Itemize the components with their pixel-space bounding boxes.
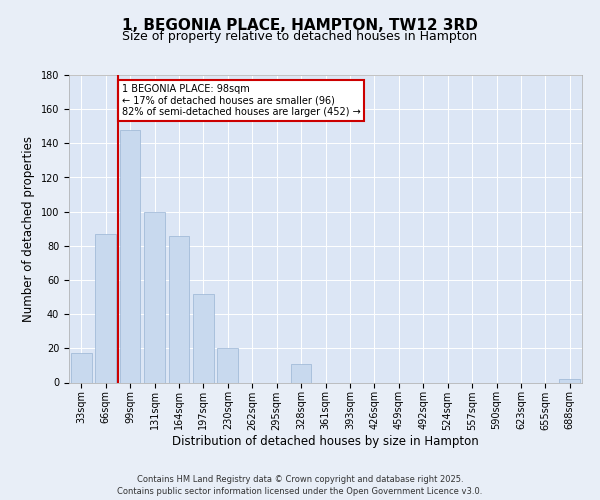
- X-axis label: Distribution of detached houses by size in Hampton: Distribution of detached houses by size …: [172, 435, 479, 448]
- Text: 1, BEGONIA PLACE, HAMPTON, TW12 3RD: 1, BEGONIA PLACE, HAMPTON, TW12 3RD: [122, 18, 478, 32]
- Bar: [169, 236, 190, 382]
- Bar: [95, 234, 116, 382]
- Bar: [119, 130, 140, 382]
- Bar: [559, 379, 580, 382]
- Bar: [71, 354, 92, 382]
- Bar: [217, 348, 238, 382]
- Text: Size of property relative to detached houses in Hampton: Size of property relative to detached ho…: [122, 30, 478, 43]
- Bar: [144, 212, 165, 382]
- Bar: [290, 364, 311, 382]
- Text: Contains HM Land Registry data © Crown copyright and database right 2025.: Contains HM Land Registry data © Crown c…: [137, 476, 463, 484]
- Bar: [193, 294, 214, 382]
- Text: 1 BEGONIA PLACE: 98sqm
← 17% of detached houses are smaller (96)
82% of semi-det: 1 BEGONIA PLACE: 98sqm ← 17% of detached…: [122, 84, 360, 116]
- Y-axis label: Number of detached properties: Number of detached properties: [22, 136, 35, 322]
- Text: Contains public sector information licensed under the Open Government Licence v3: Contains public sector information licen…: [118, 486, 482, 496]
